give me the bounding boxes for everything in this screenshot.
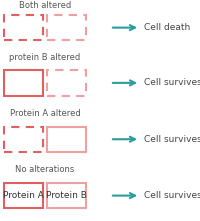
Text: Cell survives: Cell survives — [144, 135, 200, 144]
Bar — [4, 70, 43, 95]
Text: Cell survives: Cell survives — [144, 191, 200, 200]
Text: Cell death: Cell death — [144, 23, 190, 32]
Text: Protein B: Protein B — [46, 191, 87, 200]
Bar — [4, 183, 43, 208]
Bar — [4, 15, 43, 40]
Text: Cell survives: Cell survives — [144, 78, 200, 87]
Bar — [47, 183, 86, 208]
Text: Both altered: Both altered — [19, 1, 71, 10]
Text: Protein A altered: Protein A altered — [10, 109, 80, 118]
Text: protein B altered: protein B altered — [9, 53, 81, 62]
Text: No alterations: No alterations — [15, 165, 75, 174]
Bar — [4, 126, 43, 152]
Bar — [47, 126, 86, 152]
Bar — [47, 70, 86, 95]
Bar — [47, 15, 86, 40]
Text: Protein A: Protein A — [3, 191, 44, 200]
